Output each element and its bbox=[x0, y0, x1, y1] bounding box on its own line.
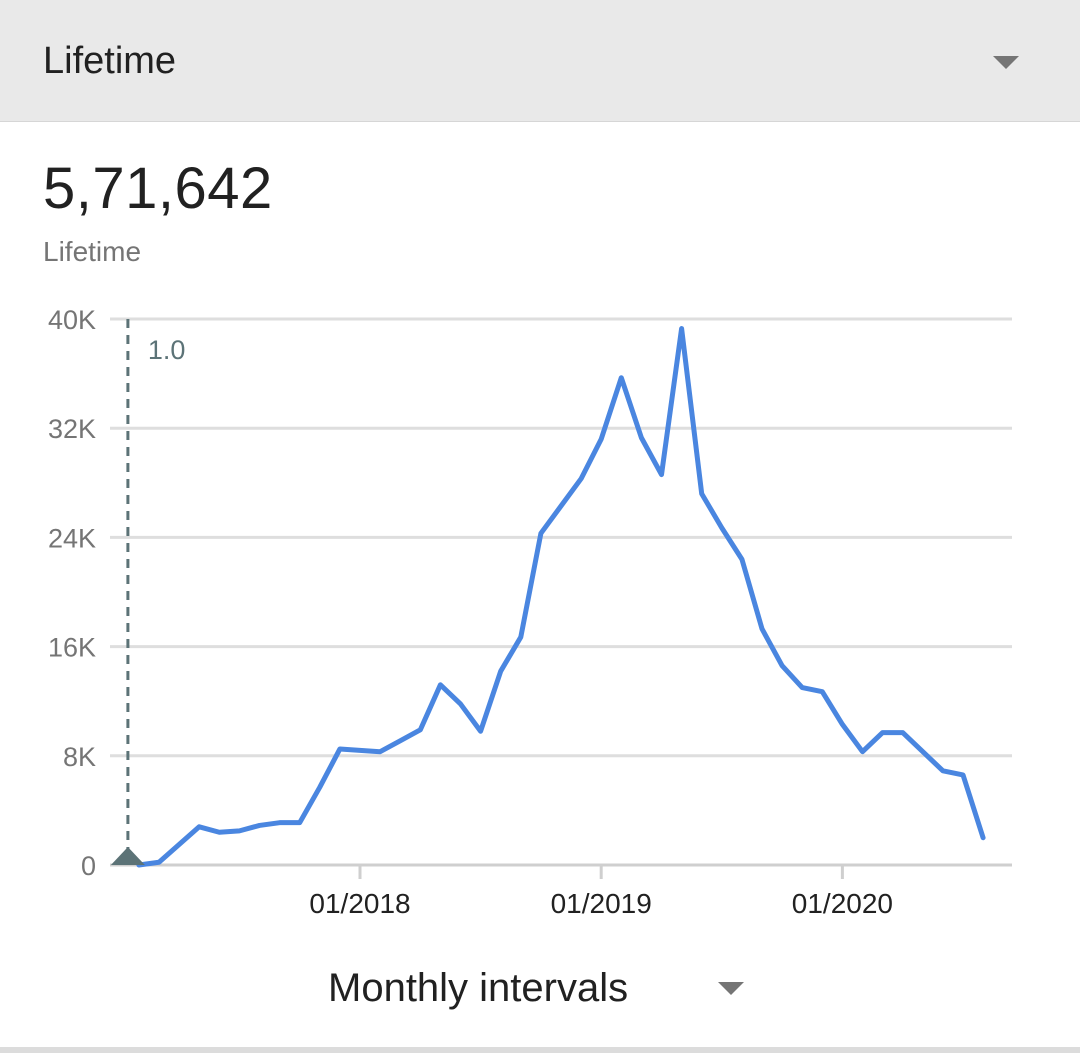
interval-selector[interactable]: Monthly intervals bbox=[0, 958, 1080, 1018]
total-views-label: Lifetime bbox=[43, 236, 142, 267]
interval-label: Monthly intervals bbox=[328, 966, 629, 1010]
y-tick-label: 16K bbox=[48, 633, 96, 663]
period-header[interactable]: Lifetime bbox=[0, 0, 1080, 122]
y-tick-label: 24K bbox=[48, 523, 96, 553]
y-tick-label: 40K bbox=[48, 305, 96, 335]
annotation-marker-icon bbox=[110, 847, 145, 865]
y-tick-label: 0 bbox=[81, 851, 96, 881]
period-title: Lifetime bbox=[43, 40, 177, 82]
annotation-label: 1.0 bbox=[148, 335, 186, 365]
x-tick-label: 01/2020 bbox=[792, 888, 893, 919]
series-line bbox=[136, 326, 986, 868]
x-tick-label: 01/2019 bbox=[551, 888, 652, 919]
x-tick-label: 01/2018 bbox=[309, 888, 410, 919]
caret-down-icon[interactable] bbox=[993, 56, 1019, 70]
total-views: 5,71,642 bbox=[43, 156, 273, 221]
caret-down-icon[interactable] bbox=[718, 982, 744, 996]
y-tick-label: 32K bbox=[48, 414, 96, 444]
y-tick-label: 8K bbox=[63, 742, 96, 772]
divider bbox=[0, 1047, 1080, 1053]
views-line-chart: 0 8K 16K 24K 32K 40K 01/2018 01/2019 01/2020 1.0 bbox=[48, 305, 1012, 919]
